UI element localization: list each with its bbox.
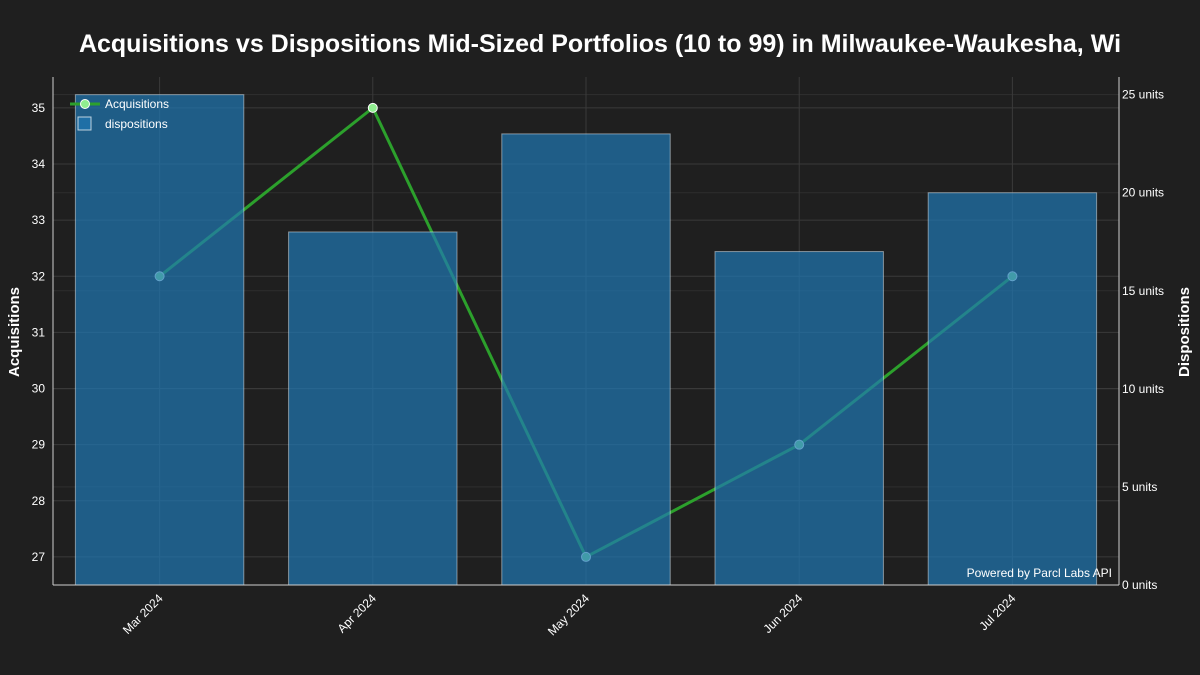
- watermark-text: Powered by Parcl Labs API: [967, 566, 1112, 580]
- watermark: Powered by Parcl Labs API: [967, 566, 1112, 580]
- y-right-tick-label: 0 units: [1122, 578, 1157, 592]
- y-left-tick-label: 33: [32, 213, 46, 227]
- bar-series: [74, 94, 1098, 586]
- y-left-tick-label: 34: [32, 157, 46, 171]
- x-tick-label: Apr 2024: [335, 591, 380, 636]
- dispositions-bar: [74, 94, 245, 586]
- x-tick-label: May 2024: [545, 591, 592, 638]
- y-left-tick-label: 30: [32, 382, 46, 396]
- y-right-axis-title: Dispositions: [1176, 287, 1193, 377]
- x-tick-label: Jul 2024: [977, 591, 1019, 633]
- legend-acquisitions-label: Acquisitions: [105, 97, 169, 111]
- acquisitions-point: [367, 102, 378, 113]
- legend: Acquisitions dispositions: [70, 97, 169, 131]
- legend-acquisitions-marker: [80, 99, 90, 109]
- x-tick-label: Mar 2024: [120, 591, 166, 637]
- dispositions-bar: [501, 133, 671, 586]
- chart-title: Acquisitions vs Dispositions Mid-Sized P…: [79, 30, 1121, 58]
- y-left-tick-label: 35: [32, 101, 46, 115]
- y-right-tick-label: 5 units: [1122, 480, 1157, 494]
- dispositions-bar: [927, 192, 1098, 586]
- y-right-tick-label: 25 units: [1122, 88, 1164, 102]
- dispositions-bar: [714, 251, 884, 586]
- y-left-tick-label: 31: [32, 325, 46, 339]
- y-left-tick-label: 32: [32, 269, 46, 283]
- y-right-tick-label: 20 units: [1122, 186, 1164, 200]
- dispositions-bar: [288, 231, 458, 586]
- y-left-tick-label: 29: [32, 438, 46, 452]
- y-left-tick-label: 27: [32, 550, 46, 564]
- legend-dispositions-label: dispositions: [105, 117, 168, 131]
- y-left-tick-label: 28: [32, 494, 46, 508]
- y-right-tick-label: 15 units: [1122, 284, 1164, 298]
- y-right-tick-label: 10 units: [1122, 382, 1164, 396]
- y-left-axis-title: Acquisitions: [6, 287, 23, 377]
- x-tick-label: Jun 2024: [760, 591, 805, 636]
- legend-dispositions-swatch: [77, 116, 92, 131]
